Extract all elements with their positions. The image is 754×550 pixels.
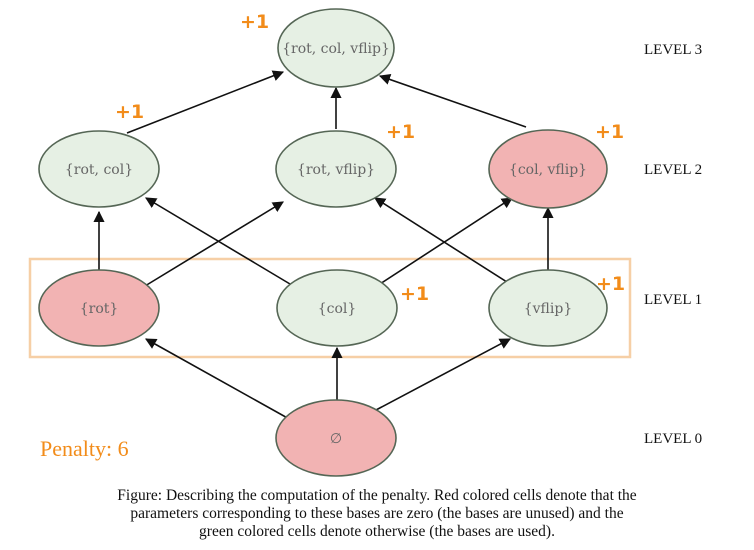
edge-rot-col-to-l3 <box>126 70 285 134</box>
level-1-label: LEVEL 1 <box>644 292 702 308</box>
plus-one-rot-vflip: +1 <box>386 121 415 143</box>
caption-line-2: parameters corresponding to these bases … <box>130 505 624 522</box>
node-label: {rot, vflip} <box>297 162 375 178</box>
edge-empty-to-vflip <box>375 338 511 411</box>
caption-line-3: green colored cells denote otherwise (th… <box>199 523 555 540</box>
edges <box>93 70 554 426</box>
edge-rot-to-rot-vflip <box>144 201 284 287</box>
node-col: {col} <box>276 269 398 347</box>
node-label: {col} <box>318 301 357 317</box>
node-shape <box>275 130 397 208</box>
node-label: {rot, col, vflip} <box>282 41 390 57</box>
node-label: {vflip} <box>524 301 573 317</box>
node-label: {rot} <box>80 301 119 317</box>
node-col-vflip: {col, vflip} <box>488 129 608 209</box>
node-shape <box>276 269 398 347</box>
node-label: {rot, col} <box>65 162 133 178</box>
edge-col-to-col-vflip <box>379 197 513 285</box>
level-2-label: LEVEL 2 <box>644 162 702 178</box>
node-shape <box>488 129 608 209</box>
node-rot-vflip: {rot, vflip} <box>275 130 397 208</box>
plus-one-col: +1 <box>400 283 429 305</box>
node-label: {col, vflip} <box>509 162 587 178</box>
node-shape <box>38 269 160 347</box>
node-label: ∅ <box>330 431 342 447</box>
plus-one-rot-col: +1 <box>115 101 144 123</box>
penalty-label: Penalty: 6 <box>40 436 129 461</box>
node-rot-col-vflip: {rot, col, vflip} <box>277 8 395 88</box>
edge-empty-to-rot <box>145 338 301 426</box>
node-empty-set: ∅ <box>275 399 397 477</box>
level-0-label: LEVEL 0 <box>644 431 702 447</box>
edge-vflip-to-rot-vflip <box>374 197 511 285</box>
level-3-label: LEVEL 3 <box>644 42 702 58</box>
node-shape <box>275 399 397 477</box>
caption-line-1: Figure: Describing the computation of th… <box>117 487 637 504</box>
node-shape <box>277 8 395 88</box>
plus-one-l3: +1 <box>240 11 269 33</box>
node-shape <box>488 269 608 347</box>
figure-caption: Figure: Describing the computation of th… <box>0 487 754 541</box>
edge-col-to-rot-col <box>145 197 291 285</box>
level-1-highlight-box <box>28 257 632 359</box>
node-vflip: {vflip} <box>488 269 608 347</box>
node-shape <box>38 130 160 208</box>
edge-col-vflip-to-l3 <box>378 74 527 128</box>
plus-one-vflip: +1 <box>596 273 625 295</box>
node-rot-col: {rot, col} <box>38 130 160 208</box>
plus-one-col-vflip: +1 <box>595 121 624 143</box>
node-rot: {rot} <box>38 269 160 347</box>
